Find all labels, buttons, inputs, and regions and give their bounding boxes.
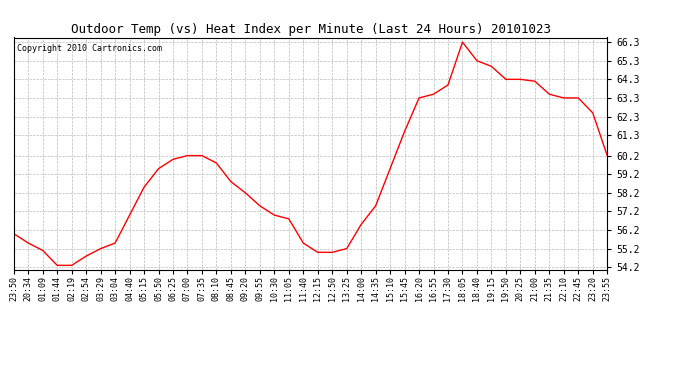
Title: Outdoor Temp (vs) Heat Index per Minute (Last 24 Hours) 20101023: Outdoor Temp (vs) Heat Index per Minute … [70,23,551,36]
Text: Copyright 2010 Cartronics.com: Copyright 2010 Cartronics.com [17,45,161,54]
